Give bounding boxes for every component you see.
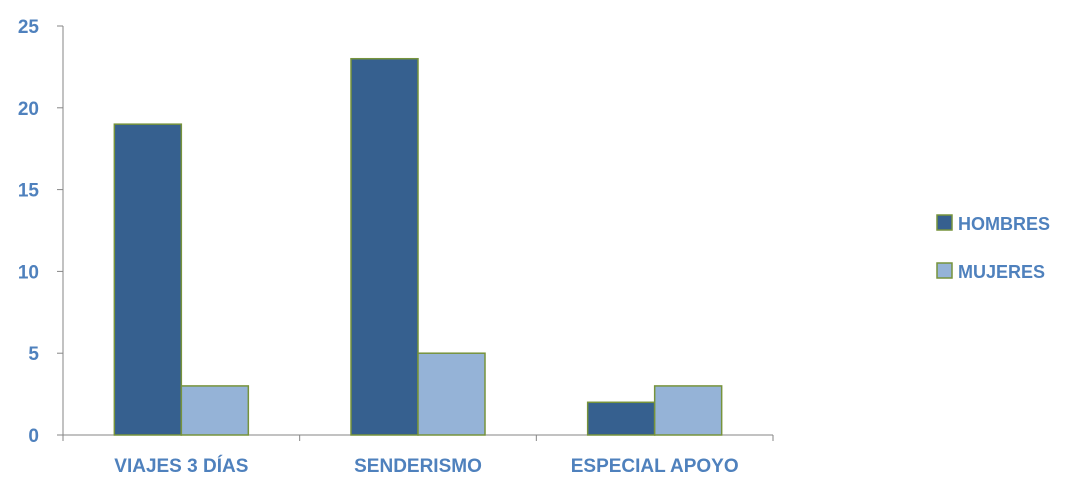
y-axis: 0 5 10 15 20 25 <box>18 17 64 447</box>
bar-mujeres-1 <box>180 385 250 436</box>
legend-swatch-hombres <box>936 214 953 231</box>
x-category-label: ESPECIAL APOYO <box>571 456 739 477</box>
y-tick-label: 10 <box>18 262 39 283</box>
legend-label-hombres: HOMBRES <box>958 214 1050 234</box>
x-axis: VIAJES 3 DÍAS SENDERISMO ESPECIAL APOYO <box>62 434 774 477</box>
bar-hombres-1 <box>113 123 183 436</box>
bar-hombres-2 <box>350 57 419 436</box>
bar-mujeres-2 <box>417 352 486 436</box>
y-tick-label: 15 <box>18 181 40 202</box>
bar-hombres-3 <box>586 401 656 436</box>
y-tick-label: 0 <box>28 426 39 447</box>
y-tick-label: 25 <box>18 17 40 38</box>
legend-swatch-mujeres <box>936 262 953 279</box>
y-tick-label: 20 <box>18 99 39 120</box>
legend-label-mujeres: MUJERES <box>958 262 1045 282</box>
bars <box>113 57 723 436</box>
legend: HOMBRES MUJERES <box>936 214 1050 282</box>
bar-mujeres-3 <box>653 385 723 436</box>
x-category-label: VIAJES 3 DÍAS <box>114 455 248 477</box>
y-tick-label: 5 <box>28 344 39 365</box>
x-category-label: SENDERISMO <box>354 456 482 477</box>
